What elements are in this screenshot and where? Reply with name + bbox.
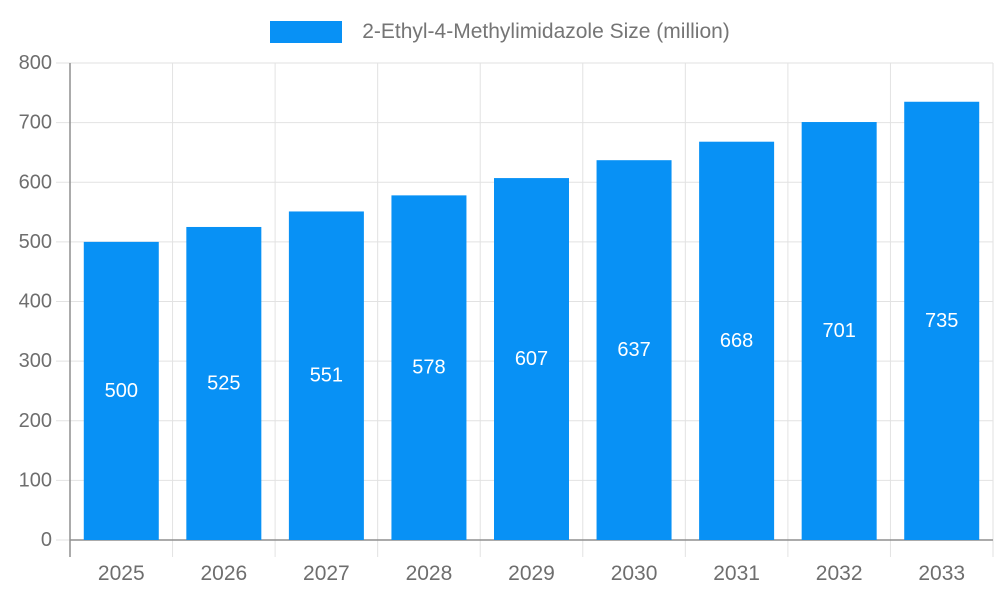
x-axis-label: 2032 [816,562,863,585]
bar-value-label: 551 [310,365,343,387]
bar[interactable] [391,195,467,540]
y-axis-label: 300 [19,350,52,372]
y-axis-label: 400 [19,291,52,313]
x-axis-label: 2026 [200,562,247,585]
y-axis-label: 100 [19,469,52,491]
bar[interactable] [596,160,672,540]
bar-value-label: 525 [207,372,240,394]
legend-item[interactable]: 2-Ethyl-4-Methylimidazole Size (million) [0,20,1000,44]
bar[interactable] [494,178,569,541]
y-axis-label: 700 [19,112,52,134]
bar-value-label: 578 [412,357,445,379]
bar-value-label: 500 [105,380,138,402]
y-axis-label: 200 [19,410,52,432]
legend-swatch [270,21,343,43]
x-axis-label: 2029 [508,562,555,585]
y-axis-label: 600 [19,171,52,193]
bar[interactable] [83,241,159,540]
bar[interactable] [186,226,262,540]
x-axis-label: 2028 [406,562,453,585]
bar[interactable] [699,141,775,540]
bar-value-label: 701 [822,320,855,342]
y-axis-label: 500 [19,231,52,253]
bar[interactable] [904,101,980,540]
legend-label: 2-Ethyl-4-Methylimidazole Size (million) [362,20,730,43]
y-axis-label: 0 [41,529,52,551]
x-axis-label: 2031 [713,562,760,585]
x-axis-label: 2030 [611,562,658,585]
y-axis-label: 800 [19,52,52,74]
bar[interactable] [288,211,364,540]
x-axis-label: 2027 [303,562,350,585]
x-axis-label: 2025 [98,562,145,585]
bar[interactable] [801,122,877,540]
bar-value-label: 637 [617,339,650,361]
bar-value-label: 668 [720,330,753,352]
x-axis-label: 2033 [918,562,965,585]
bar-value-label: 607 [515,348,548,370]
bar-value-label: 735 [925,310,958,332]
